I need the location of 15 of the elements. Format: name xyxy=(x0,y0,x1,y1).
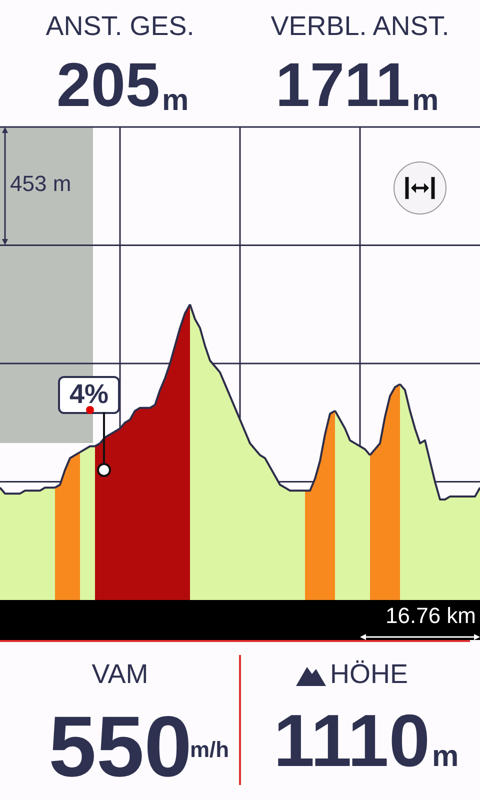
text: HÖHE xyxy=(330,659,410,690)
text: 205 xyxy=(56,51,160,120)
text: 1110 xyxy=(272,699,430,782)
text: ANST. GES. xyxy=(44,11,196,42)
text: m xyxy=(162,84,190,117)
text: m/h xyxy=(190,737,230,762)
text: VERBL. ANST. xyxy=(270,11,450,42)
text: 453 m xyxy=(10,171,72,196)
text: 1711 xyxy=(274,51,410,120)
text: VAM xyxy=(90,659,150,690)
text: m xyxy=(432,740,460,773)
text: 550 xyxy=(48,699,192,795)
text: 16.76 km xyxy=(384,603,476,628)
annotation: 4% xyxy=(68,379,110,410)
text: m xyxy=(412,84,440,117)
